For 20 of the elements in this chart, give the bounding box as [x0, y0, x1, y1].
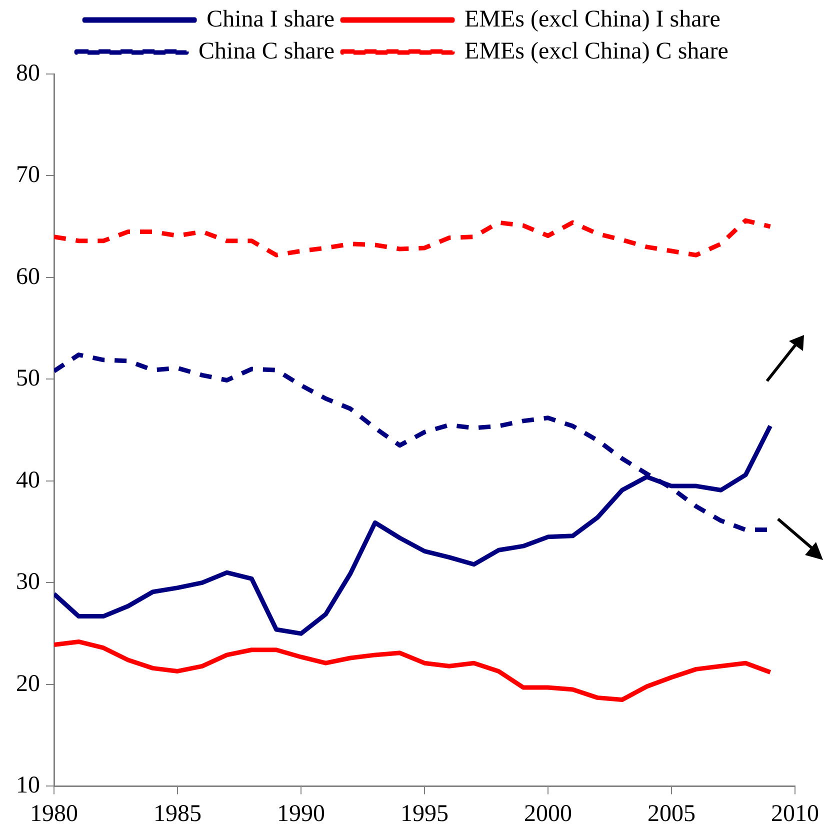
y-tick-label: 60: [16, 264, 40, 290]
x-tick-label: 1995: [400, 800, 448, 827]
y-tick-label: 50: [16, 366, 40, 392]
x-tick-label: 2010: [771, 800, 819, 827]
y-tick-label: 10: [16, 772, 40, 798]
x-tick-label: 2005: [648, 800, 696, 827]
line-series: [54, 218, 773, 258]
legend-label: EMEs (excl China) I share: [464, 6, 720, 32]
x-tick-label: 2000: [524, 800, 572, 827]
y-tick-label: 70: [16, 162, 40, 188]
x-tick-label: 1985: [154, 800, 202, 827]
legend-label: China I share: [206, 6, 335, 32]
y-tick-label: 40: [16, 467, 40, 494]
legend-label: EMEs (excl China) C share: [464, 38, 728, 64]
y-tick-label: 20: [16, 670, 40, 697]
y-tick-label: 80: [16, 60, 40, 86]
y-tick-label: 30: [16, 569, 40, 596]
x-tick-label: 1980: [30, 800, 78, 827]
x-tick-label: 1990: [277, 800, 325, 827]
legend-label: China C share: [198, 38, 335, 64]
